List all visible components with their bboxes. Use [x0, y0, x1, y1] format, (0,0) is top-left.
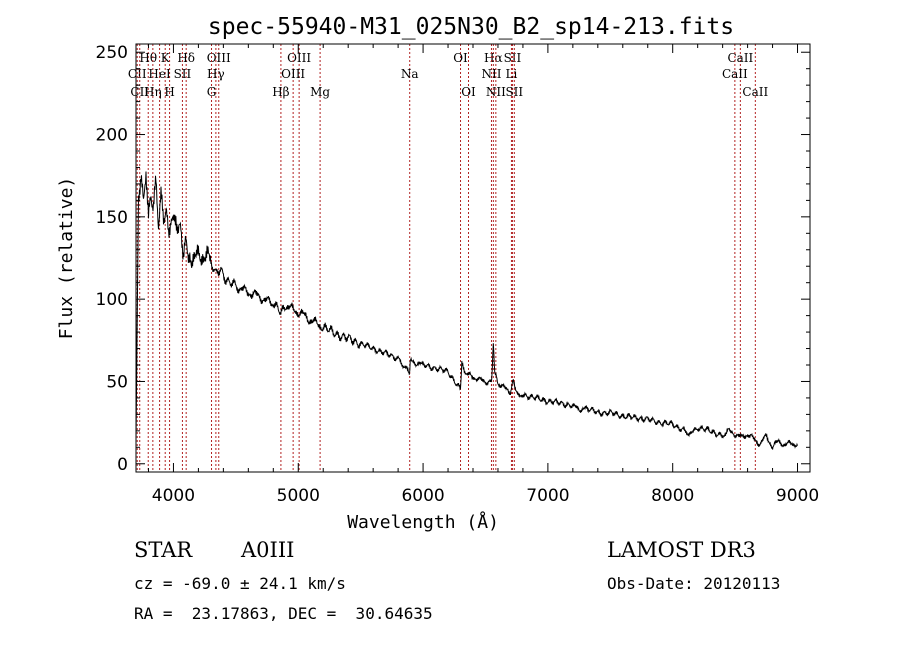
x-tick-label: 8000: [651, 486, 694, 506]
x-tick-label: 9000: [776, 486, 819, 506]
line-label: CII: [130, 85, 149, 99]
line-label: Li: [506, 67, 518, 81]
line-label: Hβ: [272, 85, 289, 99]
object-class: STAR: [134, 538, 193, 562]
line-label: OIII: [287, 51, 311, 65]
line-label: HeI: [148, 67, 171, 81]
line-label: Na: [401, 67, 419, 81]
plot-frame: [135, 43, 811, 473]
line-label: Hγ: [207, 67, 225, 81]
x-tick-label: 4000: [152, 486, 195, 506]
line-label: CII: [128, 67, 147, 81]
line-label: CaII: [722, 67, 748, 81]
ra-dec-coordinates: RA = 23.17863, DEC = 30.64635: [134, 604, 433, 623]
y-tick-label: 200: [96, 126, 128, 146]
x-tick-label: 7000: [526, 486, 569, 506]
line-label: OI: [453, 51, 468, 65]
object-subclass: A0III: [241, 538, 295, 562]
line-label: OI: [461, 85, 476, 99]
line-label: CaII: [742, 85, 768, 99]
line-label: Hα: [484, 51, 503, 65]
x-axis-label: Wavelength (Å): [347, 511, 499, 533]
y-tick-label: 150: [96, 208, 128, 228]
x-tick-label: 5000: [277, 486, 320, 506]
spectrum-line: [135, 171, 798, 450]
line-label: NII: [486, 85, 506, 99]
line-label: G: [207, 85, 217, 99]
line-label: SII: [174, 67, 192, 81]
line-label: Hθ: [139, 51, 157, 65]
line-label: Hη: [144, 85, 162, 99]
y-tick-label: 0: [117, 455, 128, 475]
line-label: OIII: [207, 51, 231, 65]
survey-name: LAMOST DR3: [607, 538, 756, 562]
y-tick-label: 50: [106, 372, 128, 392]
line-label: NII: [481, 67, 501, 81]
observation-date: Obs-Date: 20120113: [607, 574, 781, 593]
line-label: K: [161, 51, 171, 65]
line-label: H: [164, 85, 174, 99]
y-axis-label: Flux (relative): [56, 177, 77, 340]
line-label: CaII: [727, 51, 753, 65]
line-label: SII: [505, 85, 523, 99]
y-tick-label: 250: [96, 43, 128, 63]
x-tick-label: 6000: [401, 486, 444, 506]
line-label: OIII: [281, 67, 305, 81]
y-tick-label: 100: [96, 290, 128, 310]
line-label: Mg: [310, 85, 330, 99]
chart-title: spec-55940-M31_025N30_B2_sp14-213.fits: [208, 14, 734, 40]
line-label: SII: [504, 51, 522, 65]
redshift-cz: cz = -69.0 ± 24.1 km/s: [134, 574, 346, 593]
line-label: Hδ: [177, 51, 195, 65]
